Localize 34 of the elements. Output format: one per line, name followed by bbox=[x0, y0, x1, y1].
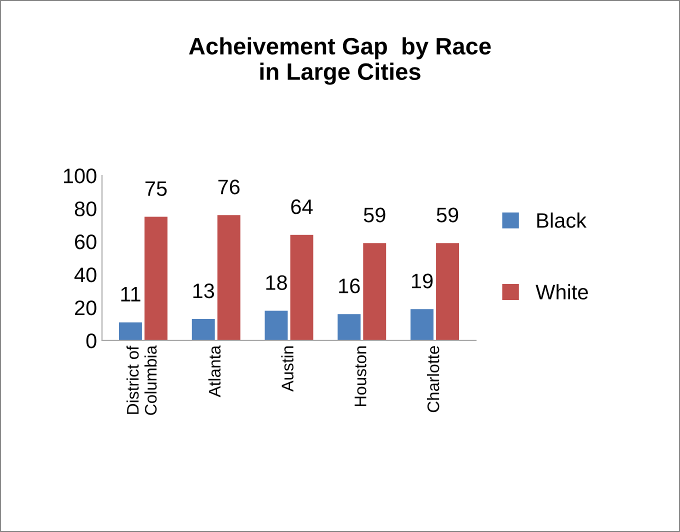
data-label: 75 bbox=[145, 181, 167, 196]
y-tick-label: 40 bbox=[74, 268, 96, 282]
bar bbox=[410, 309, 434, 340]
bar bbox=[264, 310, 288, 340]
bar bbox=[290, 234, 314, 340]
y-tick-label: 20 bbox=[75, 300, 96, 316]
y-tick-label: 100 bbox=[64, 168, 96, 184]
x-tick-label: District of Columbia bbox=[126, 345, 157, 415]
y-tick-label: 60 bbox=[75, 234, 96, 250]
bar bbox=[119, 322, 142, 340]
x-tick-label: Charlotte bbox=[427, 346, 440, 412]
y-tick-label: 0 bbox=[86, 333, 96, 348]
x-tick-label: Houston bbox=[354, 346, 366, 406]
data-label: 19 bbox=[412, 274, 433, 288]
bar bbox=[144, 216, 168, 340]
data-label: 76 bbox=[218, 180, 240, 194]
x-tick-label: Atlanta bbox=[208, 345, 221, 398]
data-label: 59 bbox=[436, 208, 458, 222]
bar bbox=[192, 319, 215, 340]
chart-title: Acheivement Gap by Race in Large Cities bbox=[189, 37, 491, 85]
bar bbox=[363, 243, 386, 340]
legend-label: White bbox=[536, 284, 588, 300]
bar bbox=[338, 314, 361, 340]
data-label: 11 bbox=[121, 287, 140, 302]
data-label: 13 bbox=[193, 284, 214, 298]
y-tick-label: 80 bbox=[74, 202, 96, 216]
data-label: 18 bbox=[266, 275, 287, 290]
data-label: 59 bbox=[364, 208, 386, 222]
data-label: 16 bbox=[339, 278, 360, 294]
x-tick-label: Austin bbox=[281, 346, 294, 392]
bar bbox=[436, 243, 459, 340]
legend-label: Black bbox=[537, 212, 587, 228]
bar bbox=[217, 215, 240, 340]
data-label: 64 bbox=[291, 199, 313, 214]
